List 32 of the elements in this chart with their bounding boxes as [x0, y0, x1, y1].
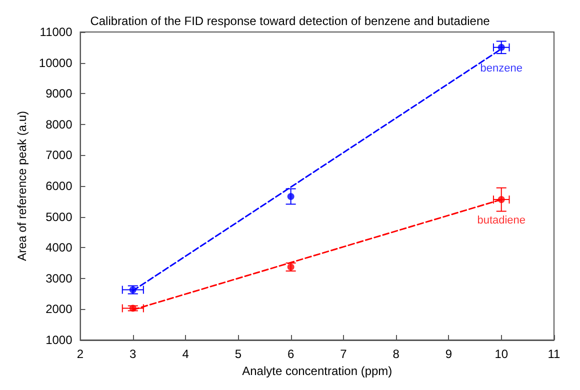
x-tick-label: 4 [182, 347, 190, 361]
x-tick-label: 7 [340, 347, 348, 361]
point [498, 196, 505, 204]
y-tick-label: 11000 [40, 25, 73, 39]
point [498, 44, 505, 51]
point [287, 264, 294, 270]
x-tick-label: 8 [392, 347, 400, 361]
y-tick-label: 9000 [46, 86, 73, 101]
series-label: benzene [480, 62, 522, 74]
x-axis-title: Analyte concentration (ppm) [242, 364, 392, 378]
x-tick-label: 10 [494, 347, 508, 361]
y-tick-label: 2000 [46, 302, 73, 316]
y-tick-label: 5000 [46, 210, 73, 224]
x-tick-label: 5 [234, 347, 242, 361]
y-tick-label: 3000 [46, 271, 73, 286]
y-tick-label: 1000 [46, 333, 73, 347]
series-label: butadiene [477, 214, 526, 227]
x-tick-label: 3 [130, 347, 137, 361]
x-tick-label: 9 [445, 347, 452, 361]
y-tick-label: 10000 [38, 56, 73, 70]
x-tick-label: 11 [548, 347, 561, 361]
chart-title: Calibration of the FID response toward detection of benzene and butadiene [90, 14, 490, 28]
point [129, 286, 136, 294]
y-axis-title: Area of reference peak (a.u) [15, 110, 29, 262]
point [287, 192, 294, 200]
y-tick-label: 7000 [46, 148, 73, 162]
y-tick-label: 8000 [46, 117, 73, 132]
y-tick-label: 4000 [46, 240, 73, 255]
y-tick-label: 6000 [46, 179, 73, 193]
x-tick-label: 6 [287, 347, 294, 361]
point [129, 304, 136, 312]
x-tick-label: 2 [76, 347, 84, 361]
